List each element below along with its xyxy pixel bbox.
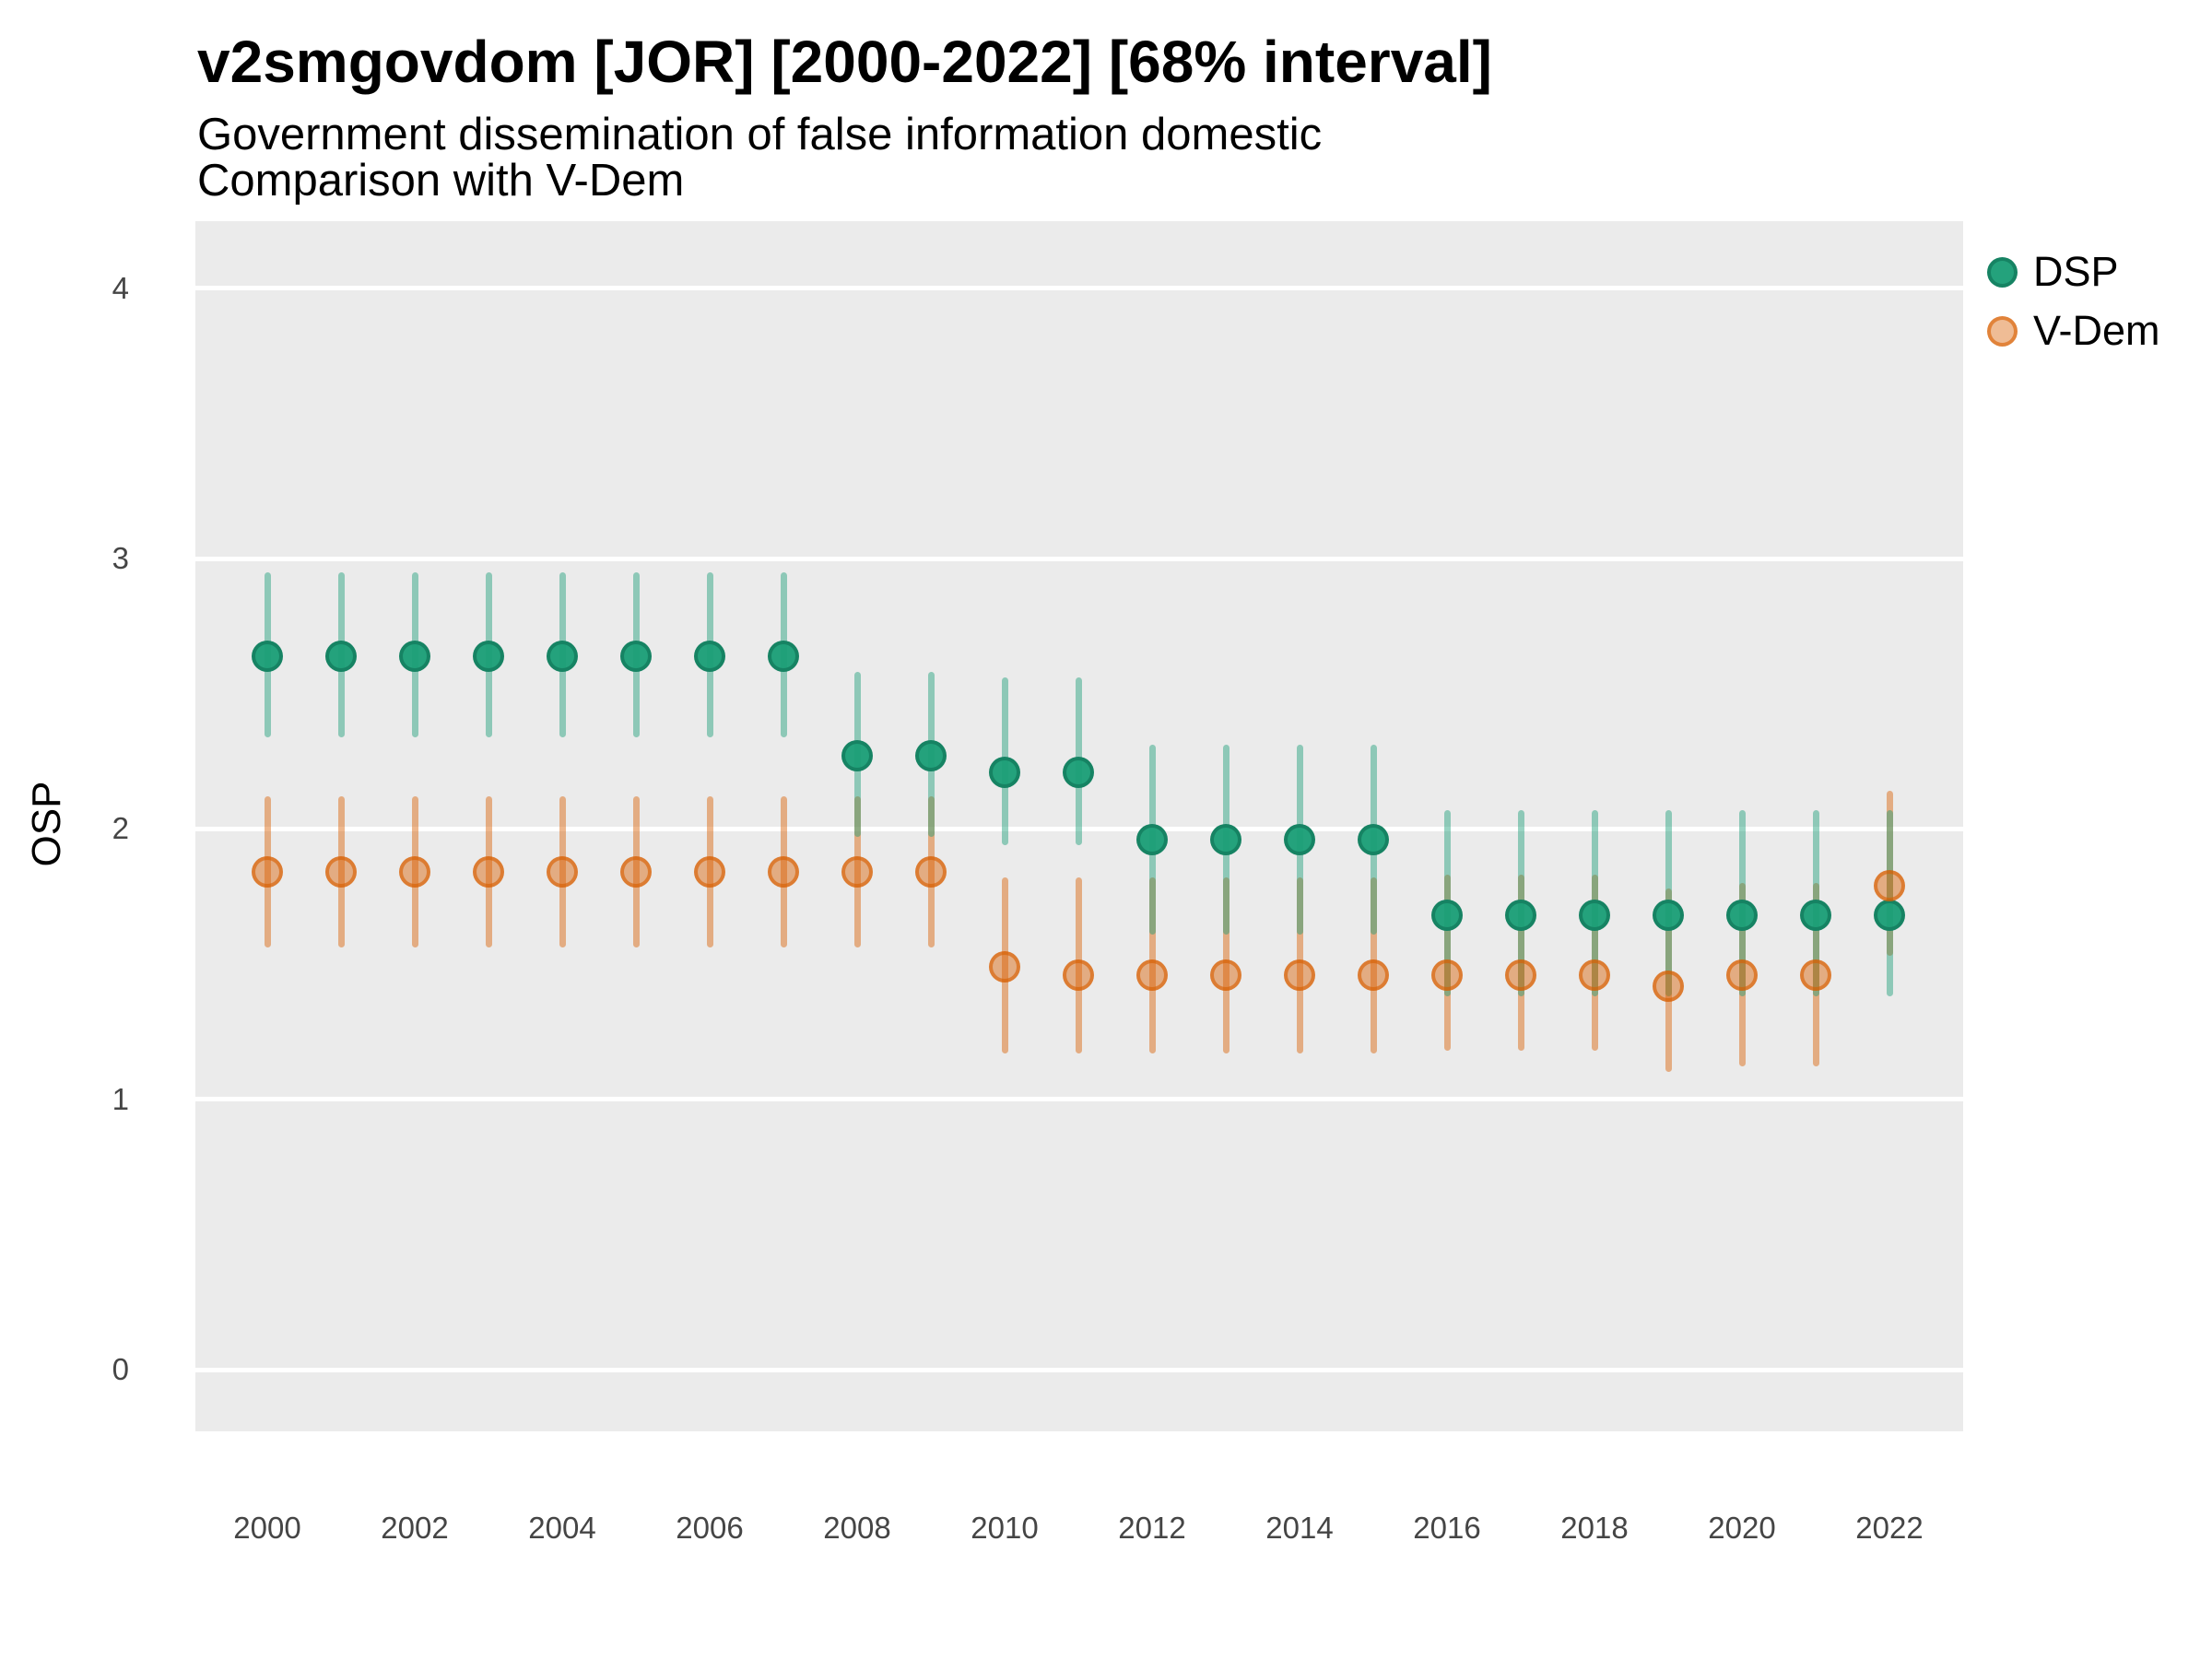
vdem-point-2022 [1874,869,1905,901]
vdem-point-2007 [768,856,799,888]
chart-subtitle-line1: Government dissemination of false inform… [197,110,1323,159]
dsp-point-2001 [325,640,357,672]
x-tick-2016: 2016 [1413,1511,1481,1545]
x-tick-2008: 2008 [823,1511,891,1545]
dsp-point-2015 [1358,824,1389,856]
x-tick-2000: 2000 [233,1511,301,1545]
plot-panel [195,221,1963,1431]
vdem-point-2020 [1726,959,1758,991]
gridline-y-3 [195,556,1963,561]
vdem-point-2013 [1210,959,1241,991]
dsp-point-2017 [1505,900,1536,932]
x-tick-2004: 2004 [528,1511,596,1545]
dsp-point-2010 [989,756,1020,788]
vdem-point-2001 [325,856,357,888]
dsp-point-2016 [1431,900,1463,932]
dsp-point-2006 [694,640,725,672]
x-tick-2012: 2012 [1118,1511,1186,1545]
dsp-point-2020 [1726,900,1758,932]
dsp-point-2022 [1874,900,1905,932]
dsp-point-2007 [768,640,799,672]
dsp-point-2000 [252,640,283,672]
vdem-point-2016 [1431,959,1463,991]
vdem-point-2009 [915,856,947,888]
vdem-point-2018 [1579,959,1610,991]
x-tick-2018: 2018 [1560,1511,1629,1545]
dsp-point-2003 [473,640,504,672]
gridline-y-0 [195,1367,1963,1372]
gridline-y-2 [195,826,1963,831]
dsp-point-2005 [620,640,652,672]
x-tick-2014: 2014 [1265,1511,1334,1545]
gridline-y-1 [195,1097,1963,1102]
x-tick-2010: 2010 [971,1511,1039,1545]
dsp-point-2019 [1653,900,1684,932]
legend: DSP V-Dem [1987,247,2160,356]
y-tick-2: 2 [112,811,129,846]
y-tick-4: 4 [112,270,129,305]
vdem-point-2011 [1063,959,1094,991]
x-tick-2006: 2006 [676,1511,744,1545]
vdem-point-2019 [1653,970,1684,1002]
x-tick-2022: 2022 [1855,1511,1924,1545]
dsp-point-2009 [915,740,947,772]
dsp-point-2021 [1800,900,1831,932]
vdem-point-2021 [1800,959,1831,991]
vdem-point-2017 [1505,959,1536,991]
x-tick-2020: 2020 [1708,1511,1776,1545]
y-tick-3: 3 [112,541,129,576]
dsp-point-2018 [1579,900,1610,932]
chart-title: v2smgovdom [JOR] [2000-2022] [68% interv… [197,29,1492,95]
vdem-point-2015 [1358,959,1389,991]
legend-item-dsp: DSP [1987,247,2160,297]
dsp-point-2004 [547,640,578,672]
vdem-point-2014 [1284,959,1315,991]
legend-item-vdem: V-Dem [1987,306,2160,356]
dsp-legend-label: DSP [2033,248,2119,295]
vdem-point-2002 [399,856,430,888]
vdem-legend-swatch-icon [1987,315,2018,347]
vdem-point-2012 [1136,959,1168,991]
x-tick-2002: 2002 [381,1511,449,1545]
vdem-point-2008 [841,856,873,888]
dsp-point-2011 [1063,756,1094,788]
gridline-y-4 [195,286,1963,291]
vdem-point-2003 [473,856,504,888]
vdem-point-2000 [252,856,283,888]
dsp-legend-swatch-icon [1987,256,2018,288]
dsp-point-2002 [399,640,430,672]
y-tick-0: 0 [112,1352,129,1386]
vdem-point-2005 [620,856,652,888]
dsp-point-2013 [1210,824,1241,856]
dsp-point-2008 [841,740,873,772]
vdem-point-2004 [547,856,578,888]
dsp-point-2012 [1136,824,1168,856]
dsp-point-2014 [1284,824,1315,856]
chart-subtitle-line2: Comparison with V-Dem [197,156,685,206]
vdem-point-2010 [989,950,1020,982]
y-tick-1: 1 [112,1081,129,1116]
vdem-legend-label: V-Dem [2033,307,2160,354]
vdem-point-2006 [694,856,725,888]
